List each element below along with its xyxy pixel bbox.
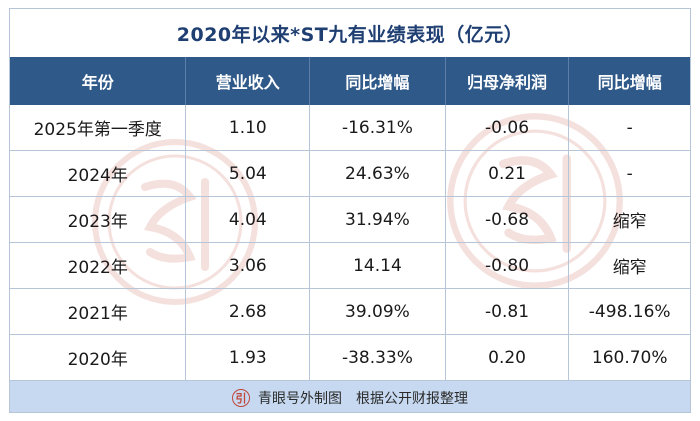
table-footer: 引 青眼号外制图 根据公开财报整理 [10, 381, 690, 412]
cell-year: 2021年 [10, 289, 187, 334]
cell-revenue: 1.10 [186, 105, 311, 150]
cell-revenue: 3.06 [186, 243, 311, 288]
data-table: 2020年以来*ST九有业绩表现（亿元） 年份 营业收入 同比增幅 归母净利润 … [9, 8, 691, 413]
cell-revenue-yoy: 24.63% [310, 151, 446, 196]
cell-revenue: 1.93 [186, 335, 311, 380]
logo-seal-icon: 引 [232, 388, 250, 407]
cell-year: 2020年 [10, 335, 187, 380]
cell-year: 2024年 [10, 151, 187, 196]
cell-revenue-yoy: -16.31% [310, 105, 446, 150]
cell-profit-yoy: - [626, 163, 633, 184]
header-profit-yoy: 同比增幅 [597, 73, 662, 92]
cell-revenue-yoy: 31.94% [310, 197, 446, 242]
header-net-profit: 归母净利润 [446, 57, 570, 105]
seal-watermark-icon [447, 113, 623, 289]
cell-profit-yoy: 缩窄 [612, 258, 647, 278]
cell-net-profit: 0.20 [446, 335, 570, 380]
cell-year: 2022年 [10, 243, 187, 288]
footer-source: 青眼号外制图 [258, 390, 342, 407]
cell-revenue-yoy: -38.33% [310, 335, 446, 380]
cell-net-profit: 0.21 [446, 151, 570, 196]
header-revenue: 营业收入 [186, 57, 311, 105]
header-revenue-yoy: 同比增幅 [310, 57, 446, 105]
table-row: 2020年 1.93 -38.33% 0.20 160.70% [10, 335, 690, 381]
cell-net-profit: -0.06 [446, 105, 570, 150]
table-row: 2024年 5.04 24.63% 0.21 - [10, 151, 690, 197]
footer-note: 根据公开财报整理 [356, 390, 468, 407]
cell-revenue: 4.04 [186, 197, 311, 242]
cell-net-profit: -0.68 [446, 197, 570, 242]
table-row: 2025年第一季度 1.10 -16.31% -0.06 - [10, 105, 690, 151]
cell-profit-yoy: - [626, 117, 633, 138]
cell-net-profit: -0.81 [446, 289, 570, 334]
cell-revenue-yoy: 14.14 [310, 243, 446, 288]
cell-revenue-yoy: 39.09% [310, 289, 446, 334]
cell-profit-yoy: 缩窄 [612, 212, 647, 232]
cell-profit-yoy: -498.16% [588, 301, 671, 322]
cell-revenue: 5.04 [186, 151, 311, 196]
cell-net-profit: -0.80 [446, 243, 570, 288]
cell-year: 2025年第一季度 [10, 105, 187, 150]
table-title: 2020年以来*ST九有业绩表现（亿元） [176, 23, 524, 46]
table-header: 年份 营业收入 同比增幅 归母净利润 同比增幅 [10, 57, 690, 105]
cell-profit-yoy: 160.70% [591, 347, 668, 368]
table-row: 2021年 2.68 39.09% -0.81 -498.16% [10, 289, 690, 335]
table-row: 2023年 4.04 31.94% -0.68 缩窄 [10, 197, 690, 243]
cell-revenue: 2.68 [186, 289, 311, 334]
table-row: 2022年 3.06 14.14 -0.80 缩窄 [10, 243, 690, 289]
cell-year: 2023年 [10, 197, 187, 242]
table-body: 2025年第一季度 1.10 -16.31% -0.06 - 2024年 5.0… [10, 105, 690, 381]
header-year: 年份 [10, 57, 187, 105]
